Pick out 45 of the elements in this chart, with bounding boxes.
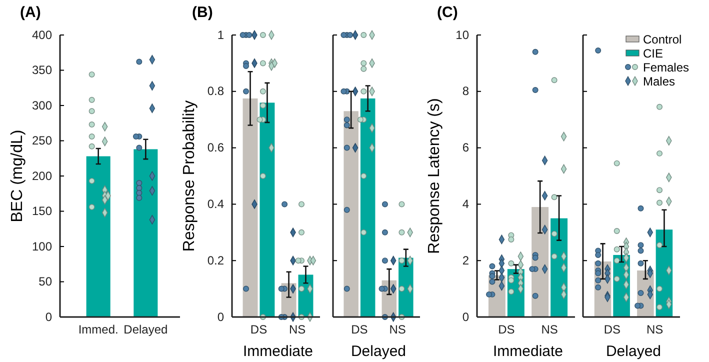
y-tick-label: 0.4 [207, 197, 224, 212]
x-tick-label: Immed. [78, 322, 118, 337]
y-tick-label: 1 [217, 28, 224, 42]
x-axis-title: Immediate [242, 343, 314, 360]
y-axis-title: Response Latency (s) [426, 98, 443, 254]
y-tick-label: 50 [38, 274, 52, 289]
y-tick-label: 0.8 [207, 84, 224, 98]
y-tick-label: 300 [32, 98, 52, 112]
y-tick-label: 4 [462, 197, 470, 212]
x-tick-label: NS [389, 322, 406, 337]
legend-label: CIE [643, 46, 664, 60]
x-tick-label: NS [541, 322, 558, 337]
y-tick-label: 0 [45, 310, 52, 324]
x-tick-label: NS [288, 322, 306, 337]
y-tick-label: 6 [462, 140, 470, 155]
x-axis-title: Immediate [492, 343, 564, 360]
y-tick-label: 200 [32, 168, 52, 183]
y-axis-title: BEC (mg/dL) [9, 130, 26, 222]
x-tick-label: Delayed [124, 322, 168, 337]
y-tick-label: 0.2 [207, 253, 224, 268]
y-tick-label: 100 [32, 239, 52, 254]
y-tick-label: 0 [217, 310, 224, 324]
y-tick-label: 8 [462, 84, 470, 98]
y-tick-label: 0 [462, 310, 470, 324]
y-axis-title: Response Probability [181, 100, 198, 252]
legend-label: Males [643, 74, 676, 88]
x-tick-label: DS [351, 322, 368, 337]
x-tick-label: DS [250, 322, 268, 337]
chart-title: (A) [20, 4, 41, 21]
x-axis-title: Delayed [606, 343, 662, 360]
legend-label: Females [643, 60, 690, 74]
y-tick-label: 150 [32, 204, 52, 218]
x-tick-label: DS [604, 322, 621, 337]
y-tick-label: 10 [456, 28, 470, 42]
x-tick-label: DS [498, 322, 515, 337]
chart-title: (C) [437, 4, 458, 21]
y-tick-label: 400 [32, 28, 52, 42]
x-axis-title: Delayed [350, 343, 406, 360]
x-tick-label: NS [646, 322, 664, 337]
y-tick-label: 350 [32, 63, 52, 78]
y-tick-label: 250 [32, 134, 52, 148]
legend-label: Control [643, 32, 682, 46]
chart-title: (B) [192, 4, 213, 21]
y-tick-label: 0.6 [207, 140, 224, 155]
y-tick-label: 2 [462, 253, 470, 268]
